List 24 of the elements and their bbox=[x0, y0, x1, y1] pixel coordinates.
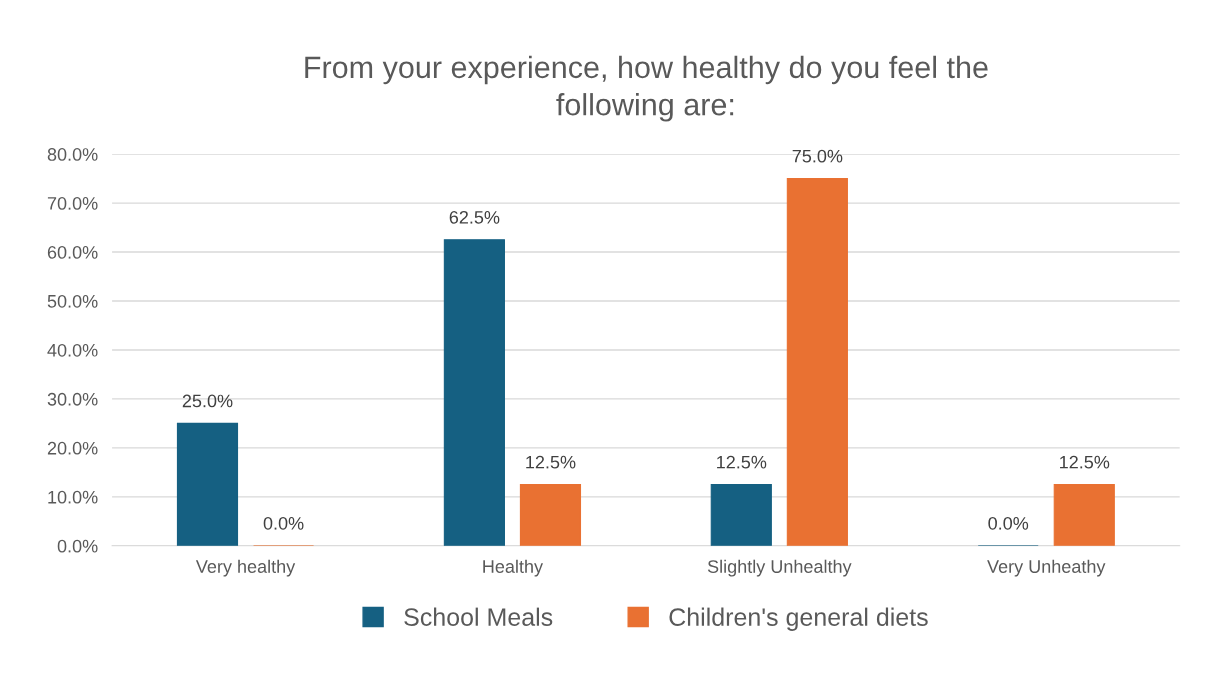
data-label: 25.0% bbox=[182, 394, 233, 408]
y-tick-label: 50.0% bbox=[47, 294, 98, 308]
x-tick-label: Slightly Unhealthy bbox=[707, 559, 852, 577]
y-tick-label: 70.0% bbox=[47, 197, 98, 210]
y-tick-label: 40.0% bbox=[47, 343, 98, 357]
data-label: 75.0% bbox=[792, 149, 843, 163]
data-label: 62.5% bbox=[449, 210, 500, 224]
y-tick-label: 60.0% bbox=[47, 245, 98, 259]
y-tick-label: 30.0% bbox=[47, 392, 98, 406]
chart-title: From your experience, how healthy do you feel the following are: bbox=[305, 55, 988, 122]
x-tick-label: Very Unheathy bbox=[987, 559, 1106, 577]
x-tick-label: Very healthy bbox=[195, 559, 296, 577]
y-tick-label: 20.0% bbox=[47, 441, 98, 455]
y-tick-label: 0.0% bbox=[57, 539, 98, 553]
legend-label: School Meals bbox=[404, 607, 553, 626]
data-label: 12.5% bbox=[526, 455, 576, 469]
data-label: 12.5% bbox=[717, 455, 767, 469]
x-tick-label: Healthy bbox=[483, 559, 543, 577]
legend-label: Children's general diets bbox=[669, 607, 928, 631]
data-label: 12.5% bbox=[1060, 455, 1110, 469]
data-label: 0.0% bbox=[263, 516, 304, 530]
y-tick-label: 80.0% bbox=[47, 148, 98, 161]
y-tick-label: 10.0% bbox=[48, 490, 98, 504]
data-label: 0.0% bbox=[988, 516, 1029, 530]
